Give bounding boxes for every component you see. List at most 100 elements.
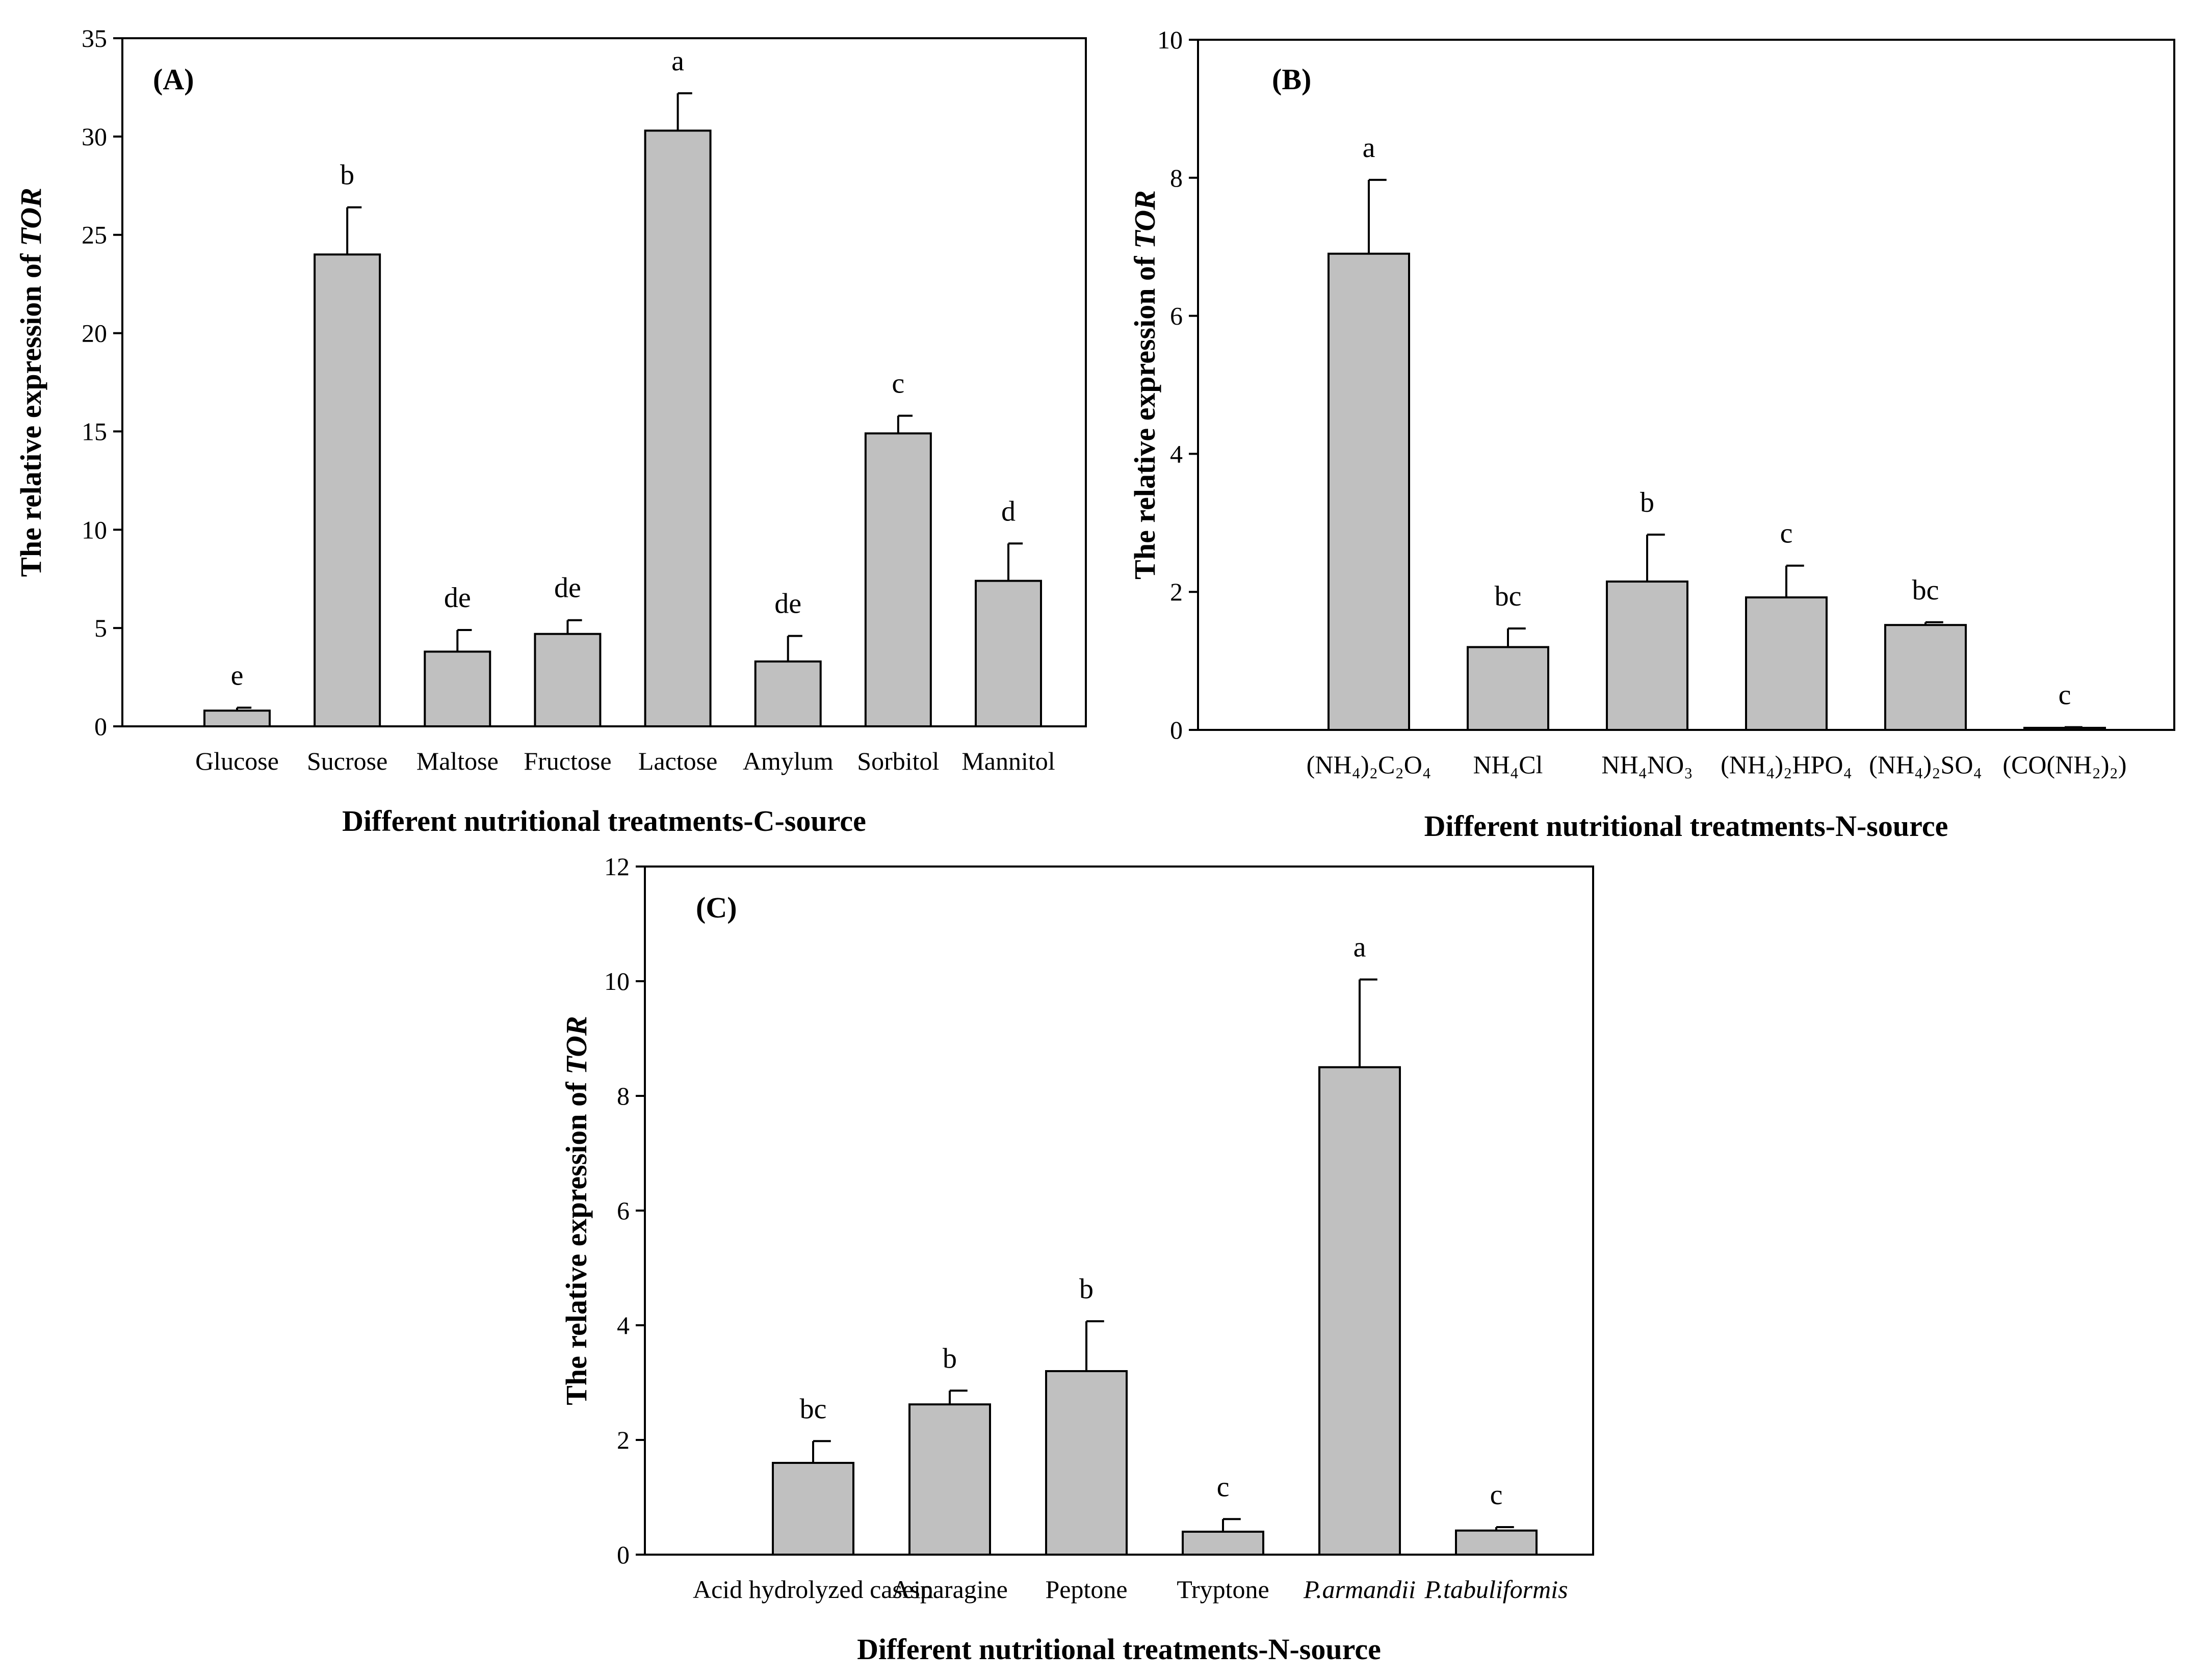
- panel-label: (A): [153, 63, 194, 96]
- bar: [1606, 580, 1688, 731]
- chart-panel-c: bc Acid hydrolyzed casein b Asparagine b Pept…: [560, 852, 1594, 1666]
- plot-frame: [121, 37, 1087, 727]
- y-tick-label: 8: [617, 1082, 630, 1110]
- bar: [864, 432, 932, 727]
- y-axis-title-text: The relative expression of: [14, 246, 47, 577]
- bar: [1455, 1529, 1538, 1556]
- panel-label: (B): [1272, 63, 1311, 96]
- bar: [424, 650, 491, 728]
- significance-letter: de: [554, 572, 581, 604]
- category-label: NH₄Cl: [1473, 750, 1543, 779]
- category-label: (CO(NH₂)₂): [2002, 750, 2126, 779]
- y-axis-title-gene: TOR: [560, 1016, 593, 1074]
- y-tick-label: 25: [82, 221, 107, 249]
- category-label: Sucrose: [307, 747, 387, 775]
- y-axis-title: The relative expression of TOR: [560, 1016, 593, 1405]
- chart-panel-a: e Glucose b Sucrose de Maltose de Fructose a Lact…: [14, 24, 1087, 837]
- y-axis-title-gene: TOR: [1128, 190, 1161, 249]
- category-label: Sorbitol: [857, 747, 939, 775]
- significance-letter: de: [444, 582, 471, 614]
- y-tick-label: 15: [82, 417, 107, 445]
- y-tick-label: 4: [1170, 439, 1183, 468]
- category-label: (NH₄)₂C₂O₄: [1307, 750, 1432, 779]
- y-tick-label: 0: [1170, 716, 1183, 744]
- bar: [644, 129, 712, 727]
- y-tick-label: 10: [604, 967, 630, 995]
- category-label: Amylum: [743, 747, 834, 775]
- bar: [1745, 596, 1828, 731]
- y-tick-label: 4: [617, 1311, 630, 1340]
- y-tick-label: 12: [604, 852, 630, 881]
- panels-layer: e Glucose b Sucrose de Maltose de Fructose a Lact…: [14, 24, 2175, 1666]
- bar: [534, 633, 602, 727]
- y-axis-title-text: The relative expression of: [560, 1074, 593, 1405]
- significance-letter: a: [1363, 132, 1375, 164]
- y-tick-label: 10: [1157, 25, 1183, 54]
- y-axis-title-gene: TOR: [14, 188, 47, 246]
- bar: [754, 660, 822, 727]
- bar: [1182, 1531, 1264, 1556]
- bar: [1467, 646, 1549, 731]
- category-label: (NH₄)₂SO₄: [1869, 750, 1982, 779]
- category-label: NH₄NO₃: [1601, 750, 1693, 779]
- significance-letter: b: [943, 1343, 957, 1374]
- x-axis-title: Different nutritional treatments-C-sourc…: [342, 804, 866, 837]
- y-tick-label: 5: [94, 614, 107, 642]
- category-label: Asparagine: [892, 1575, 1008, 1604]
- category-label: Lactose: [638, 747, 717, 775]
- category-label: Peptone: [1045, 1575, 1127, 1604]
- y-axis-title-text: The relative expression of: [1128, 249, 1161, 580]
- x-axis-title: Different nutritional treatments-N-sourc…: [1424, 809, 1948, 843]
- category-label: Mannitol: [961, 747, 1055, 775]
- y-tick-label: 35: [82, 24, 107, 53]
- category-label: (NH₄)₂HPO₄: [1721, 750, 1852, 779]
- significance-letter: bc: [1912, 574, 1939, 606]
- y-tick-label: 2: [617, 1426, 630, 1454]
- category-label: P.tabuliformis: [1424, 1575, 1568, 1604]
- y-tick-label: 20: [82, 319, 107, 348]
- y-tick-label: 6: [1170, 302, 1183, 330]
- significance-letter: c: [1780, 518, 1793, 549]
- category-label: Maltose: [417, 747, 499, 775]
- bar: [908, 1403, 991, 1556]
- y-tick-label: 0: [94, 712, 107, 741]
- y-axis-title: The relative expression of TOR: [1128, 190, 1161, 580]
- chart-panel-b: a (NH₄)₂C₂O₄ bc NH₄Cl b NH₄NO₃ c (NH₄)₂HPO₄ bc (N…: [1128, 25, 2175, 843]
- y-tick-label: 0: [617, 1540, 630, 1569]
- bar: [314, 253, 381, 727]
- y-tick-label: 6: [617, 1196, 630, 1225]
- bar: [203, 710, 271, 727]
- bar: [975, 580, 1042, 727]
- y-axis-title: The relative expression of TOR: [14, 188, 47, 577]
- bar: [772, 1462, 854, 1556]
- significance-letter: a: [671, 45, 684, 77]
- category-label: Fructose: [524, 747, 611, 775]
- significance-letter: b: [1079, 1273, 1094, 1305]
- significance-letter: b: [1640, 487, 1654, 518]
- x-axis-title: Different nutritional treatments-N-sourc…: [857, 1633, 1381, 1666]
- bar: [1328, 252, 1410, 731]
- category-label: Acid hydrolyzed casein: [693, 1575, 933, 1604]
- category-label: Glucose: [195, 747, 279, 775]
- significance-letter: bc: [1495, 581, 1522, 612]
- significance-letter: c: [1490, 1479, 1503, 1511]
- significance-letter: de: [774, 588, 801, 620]
- y-tick-label: 8: [1170, 164, 1183, 192]
- category-label: P.armandii: [1303, 1575, 1416, 1604]
- significance-letter: a: [1354, 932, 1366, 963]
- significance-letter: d: [1001, 495, 1016, 527]
- panel-label: (C): [696, 891, 737, 924]
- y-tick-label: 30: [82, 122, 107, 151]
- bar: [1884, 624, 1967, 731]
- y-tick-label: 10: [82, 515, 107, 544]
- significance-letter: c: [892, 368, 904, 400]
- significance-letter: b: [340, 160, 354, 191]
- significance-letter: c: [2059, 679, 2071, 711]
- category-label: Tryptone: [1177, 1575, 1269, 1604]
- bar: [1045, 1370, 1128, 1556]
- bar: [1318, 1066, 1401, 1556]
- y-tick-label: 2: [1170, 578, 1183, 606]
- significance-letter: e: [231, 660, 244, 691]
- plot-frame: [1197, 39, 2175, 731]
